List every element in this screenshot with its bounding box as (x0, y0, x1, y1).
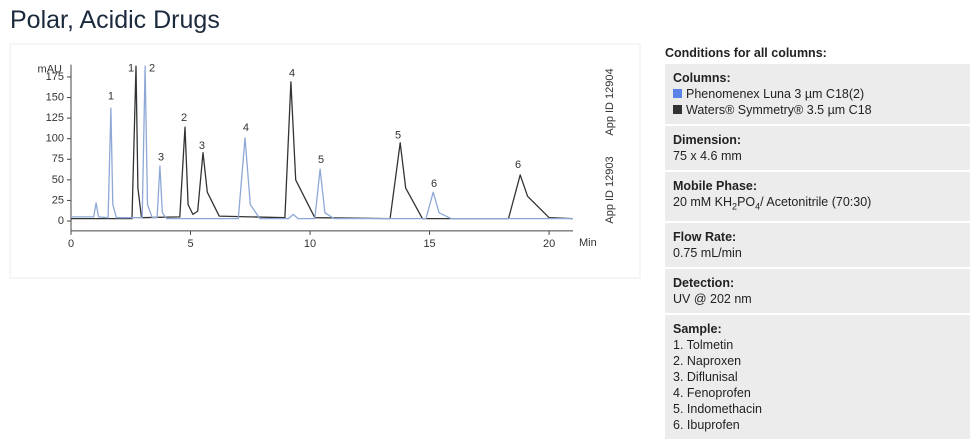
legend-label: Waters® Symmetry® 3.5 µm C18 (686, 103, 872, 117)
dimension-box: Dimension: 75 x 4.6 mm (665, 126, 970, 170)
side-label: App ID 12904 (604, 68, 616, 135)
columns-box: Columns: Phenomenex Luna 3 µm C18(2) Wate… (665, 64, 970, 124)
legend-label: Phenomenex Luna 3 µm C18(2) (686, 87, 865, 101)
x-axis-label: Min (579, 237, 597, 249)
section-title: Detection: (673, 275, 735, 290)
section-text: UV @ 202 nm (673, 291, 752, 306)
legend-swatch (673, 105, 682, 114)
text-part: 4 (755, 201, 761, 212)
peak-label: 3 (199, 140, 205, 152)
y-axis-label: mAU (38, 64, 63, 76)
page: Polar, Acidic Drugs 0 25 50 75 100 125 150 175 0… (9, 6, 970, 439)
y-tick-label: 100 (46, 133, 64, 145)
section-title: Flow Rate: (673, 229, 737, 244)
peak-label: 4 (289, 68, 295, 80)
peak-label: 6 (515, 159, 521, 171)
trace (71, 65, 573, 220)
y-tick-label: 175 (46, 71, 64, 83)
text-part: 2 (732, 201, 738, 212)
x-tick-label: 0 (68, 238, 74, 250)
peak-label: 3 (158, 152, 164, 164)
peak-label: 5 (318, 154, 324, 166)
sample-item: 1. Tolmetin (673, 337, 734, 352)
text-part: 20 mM KH (673, 195, 733, 209)
peak-label: 1 (128, 63, 134, 75)
section-title: Dimension: (673, 133, 742, 147)
x-tick-label: 5 (187, 238, 193, 250)
x-tick-label: 15 (423, 238, 435, 250)
sample-box: Sample: 1. Tolmetin 2. Naproxen 3. Difluni… (665, 314, 970, 439)
text-part: PO (737, 195, 756, 209)
detection-box: Detection: UV @ 202 nm (665, 268, 970, 313)
peak-label: 4 (243, 122, 249, 134)
x-tick-label: 10 (304, 238, 316, 250)
conditions-panel: Conditions for all columns: Columns: Phe… (665, 44, 970, 441)
section-text: 0.75 mL/min (673, 245, 742, 260)
y-tick-label: 150 (46, 91, 64, 103)
text-part: / Acetonitrile (70:30) (760, 195, 872, 209)
section-title: Sample: (673, 321, 722, 336)
peak-label: 5 (395, 129, 401, 141)
y-tick-label: 75 (52, 153, 64, 165)
legend-swatch (673, 89, 682, 98)
page-title: Polar, Acidic Drugs (10, 6, 220, 34)
y-tick-label: 50 (52, 174, 64, 186)
peak-label: 2 (181, 112, 187, 124)
legend-entry: Phenomenex Luna 3 µm C18(2) (673, 86, 962, 102)
y-tick-label: 125 (46, 112, 64, 124)
chart-panel (9, 43, 641, 279)
sample-item: 5. Indomethacin (673, 401, 762, 416)
y-tick-label: 25 (52, 194, 64, 206)
flow-rate-box: Flow Rate: 0.75 mL/min (665, 222, 970, 267)
section-title: Columns: (673, 71, 731, 85)
mobile-phase-box: Mobile Phase: 20 mM KH2PO4/ Acetonitrile… (665, 172, 970, 221)
peak-label: 6 (431, 178, 437, 190)
panel-heading: Conditions for all columns: (665, 46, 827, 60)
section-text: 20 mM KH2PO4/ Acetonitrile (70:30) (673, 194, 962, 215)
legend-entry: Waters® Symmetry® 3.5 µm C18 (673, 102, 962, 118)
sample-item: 2. Naproxen (673, 353, 742, 368)
peak-label: 2 (149, 63, 155, 75)
peak-label: 1 (108, 91, 114, 103)
sample-item: 3. Diflunisal (673, 369, 738, 384)
section-title: Mobile Phase: (673, 179, 758, 193)
side-label: App ID 12903 (604, 156, 616, 223)
y-tick-label: 0 (58, 215, 64, 227)
section-text: 75 x 4.6 mm (673, 149, 742, 163)
sample-item: 6. Ibuprofen (673, 417, 740, 432)
x-tick-label: 20 (543, 238, 555, 250)
sample-item: 4. Fenoprofen (673, 385, 751, 400)
